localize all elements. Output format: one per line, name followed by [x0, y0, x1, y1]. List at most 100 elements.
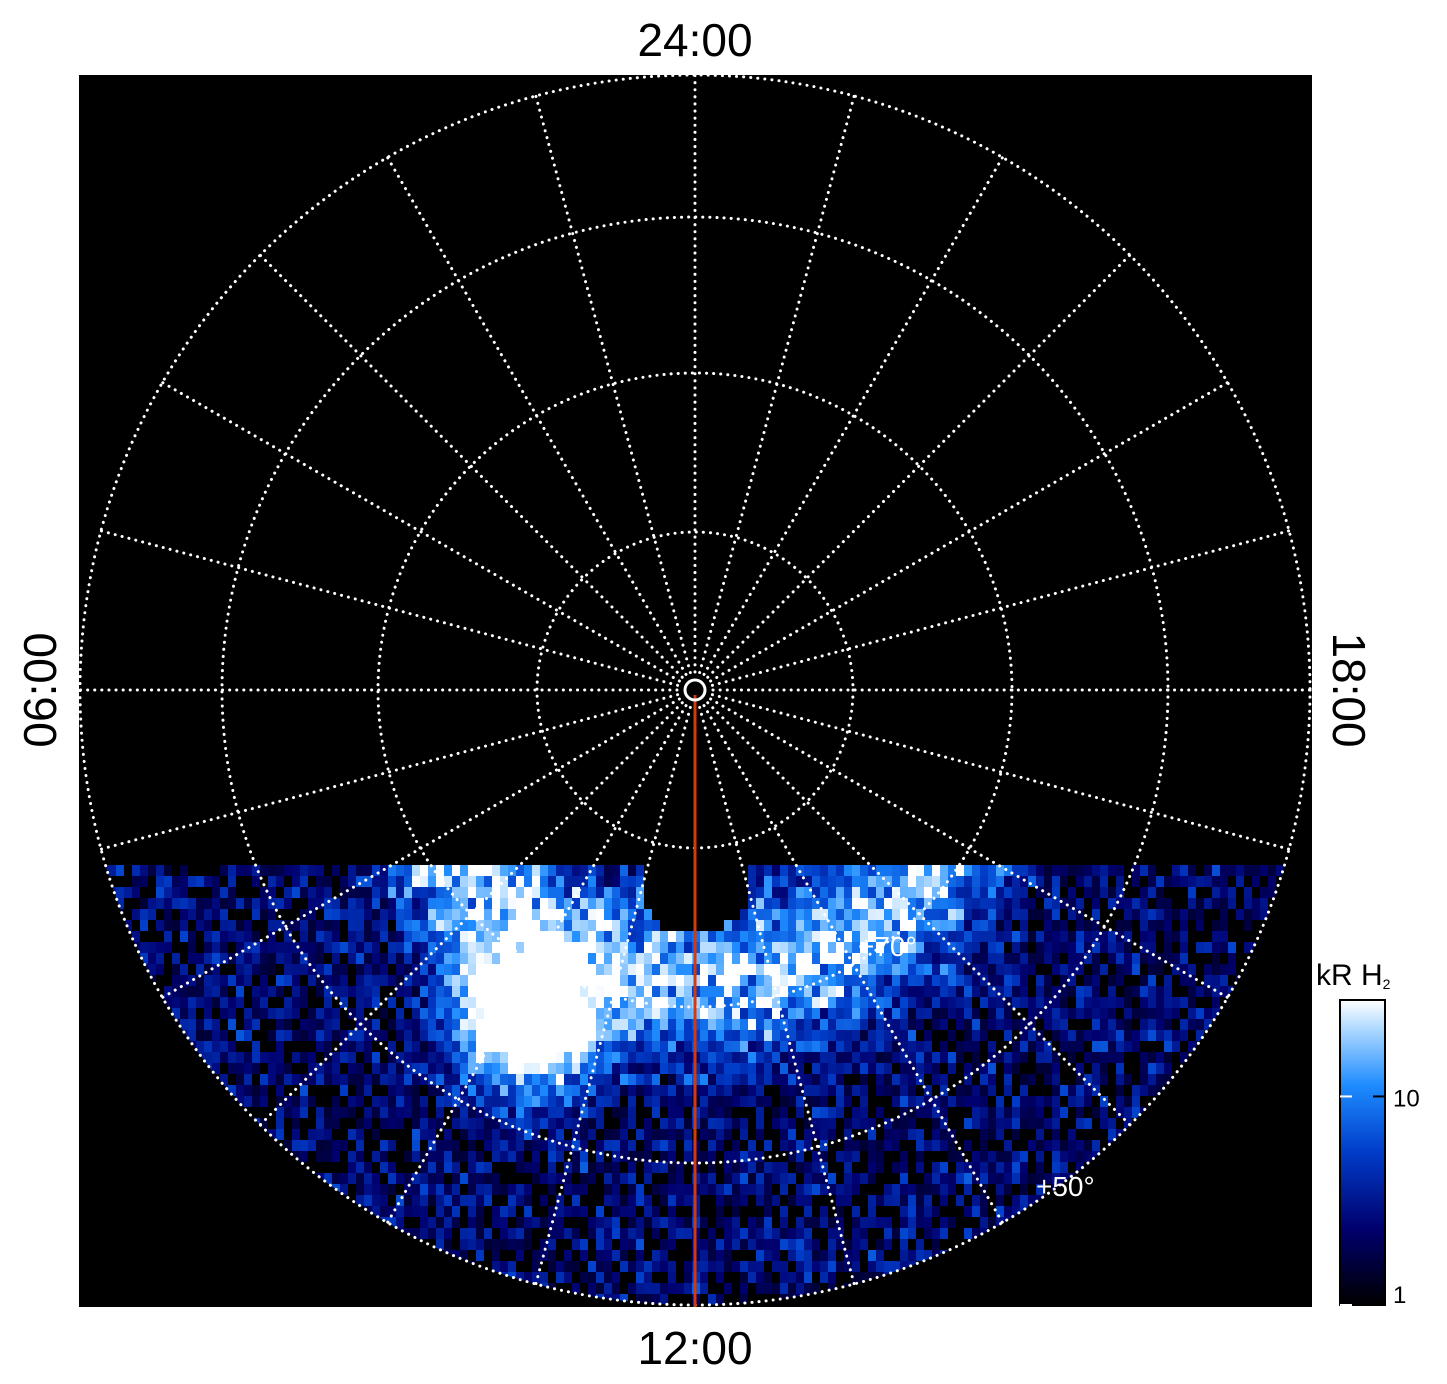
aurora-cell: [484, 865, 492, 876]
aurora-cell: [724, 1173, 732, 1184]
aurora-cell: [1108, 1019, 1116, 1030]
aurora-cell: [796, 1140, 804, 1151]
aurora-cell: [1044, 865, 1052, 876]
aurora-cell: [476, 1118, 484, 1129]
aurora-cell: [820, 931, 828, 942]
aurora-cell: [836, 1085, 844, 1096]
aurora-cell: [756, 986, 764, 997]
aurora-cell: [796, 1041, 804, 1052]
aurora-cell: [260, 964, 268, 975]
aurora-cell: [1020, 1074, 1028, 1085]
aurora-cell: [500, 986, 508, 997]
aurora-cell: [836, 1041, 844, 1052]
aurora-cell: [1052, 1074, 1060, 1085]
aurora-cell: [1164, 1019, 1172, 1030]
aurora-cell: [404, 1019, 412, 1030]
aurora-cell: [356, 975, 364, 986]
aurora-cell: [716, 1261, 724, 1272]
aurora-cell: [492, 1250, 500, 1261]
aurora-cell: [212, 975, 220, 986]
aurora-cell: [868, 1195, 876, 1206]
aurora-cell: [804, 1184, 812, 1195]
aurora-cell: [892, 865, 900, 876]
aurora-cell: [1100, 1041, 1108, 1052]
aurora-cell: [620, 909, 628, 920]
aurora-cell: [948, 975, 956, 986]
aurora-cell: [940, 1041, 948, 1052]
aurora-cell: [996, 997, 1004, 1008]
aurora-cell: [1244, 865, 1252, 876]
aurora-cell: [1028, 865, 1036, 876]
aurora-cell: [316, 1129, 324, 1140]
aurora-cell: [348, 1151, 356, 1162]
aurora-cell: [964, 1140, 972, 1151]
aurora-cell: [388, 1118, 396, 1129]
aurora-cell: [972, 931, 980, 942]
aurora-cell: [508, 964, 516, 975]
aurora-cell: [796, 1074, 804, 1085]
aurora-cell: [948, 953, 956, 964]
aurora-cell: [468, 1129, 476, 1140]
aurora-cell: [820, 1272, 828, 1283]
aurora-cell: [788, 1195, 796, 1206]
aurora-cell: [988, 1085, 996, 1096]
aurora-cell: [756, 1250, 764, 1261]
aurora-cell: [1012, 1151, 1020, 1162]
aurora-cell: [676, 931, 684, 942]
aurora-cell: [628, 909, 636, 920]
aurora-cell: [276, 1041, 284, 1052]
aurora-cell: [1012, 1052, 1020, 1063]
aurora-cell: [1004, 876, 1012, 887]
aurora-cell: [1060, 931, 1068, 942]
aurora-cell: [1132, 1041, 1140, 1052]
aurora-cell: [836, 1195, 844, 1206]
aurora-cell: [1036, 1184, 1044, 1195]
aurora-cell: [140, 876, 148, 887]
aurora-cell: [748, 1261, 756, 1272]
aurora-cell: [596, 865, 604, 876]
aurora-cell: [1180, 920, 1188, 931]
aurora-cell: [716, 1052, 724, 1063]
aurora-cell: [1012, 1195, 1020, 1206]
aurora-cell: [596, 1283, 604, 1294]
aurora-cell: [788, 1019, 796, 1030]
aurora-cell: [324, 1008, 332, 1019]
aurora-cell: [340, 909, 348, 920]
aurora-cell: [436, 909, 444, 920]
aurora-cell: [796, 1063, 804, 1074]
aurora-cell: [636, 1041, 644, 1052]
meridian-line: [709, 697, 1230, 999]
aurora-cell: [492, 1129, 500, 1140]
aurora-cell: [340, 1107, 348, 1118]
aurora-cell: [788, 1272, 796, 1283]
aurora-cell: [676, 1041, 684, 1052]
aurora-cell: [212, 942, 220, 953]
aurora-cell: [1036, 1151, 1044, 1162]
aurora-cell: [652, 920, 660, 931]
aurora-cell: [916, 876, 924, 887]
aurora-cell: [876, 997, 884, 1008]
aurora-cell: [396, 1019, 404, 1030]
aurora-cell: [236, 986, 244, 997]
aurora-cell: [1092, 964, 1100, 975]
aurora-cell: [460, 1239, 468, 1250]
aurora-cell: [612, 1162, 620, 1173]
aurora-cell: [1180, 975, 1188, 986]
aurora-cell: [924, 953, 932, 964]
aurora-cell: [300, 1074, 308, 1085]
aurora-cell: [1116, 865, 1124, 876]
aurora-cell: [828, 953, 836, 964]
aurora-cell: [548, 1206, 556, 1217]
aurora-cell: [708, 1228, 716, 1239]
aurora-cell: [612, 1074, 620, 1085]
aurora-cell: [852, 1107, 860, 1118]
aurora-cell: [612, 1008, 620, 1019]
aurora-cell: [748, 1063, 756, 1074]
aurora-cell: [972, 1041, 980, 1052]
aurora-cell: [1188, 898, 1196, 909]
aurora-cell: [804, 1228, 812, 1239]
aurora-cell: [412, 865, 420, 876]
aurora-cell: [1036, 953, 1044, 964]
aurora-cell: [820, 1041, 828, 1052]
aurora-cell: [820, 986, 828, 997]
